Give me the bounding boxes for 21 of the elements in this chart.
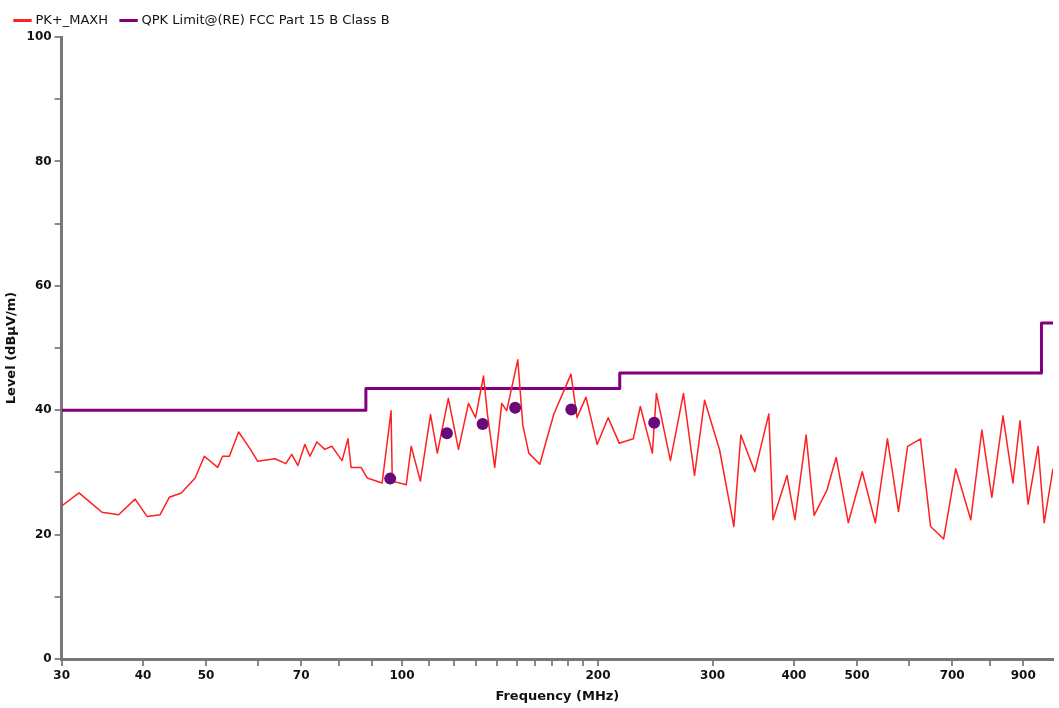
y-tick-label: 80 bbox=[34, 153, 52, 168]
y-tick-label: 0 bbox=[43, 651, 52, 666]
y-axis-title: Level (dBµV/m) bbox=[3, 291, 19, 405]
y-tick-label: 20 bbox=[34, 526, 52, 541]
y-tick-label: 100 bbox=[26, 29, 52, 44]
x-tick-label: 30 bbox=[53, 668, 70, 683]
x-tick-label: 900 bbox=[1010, 668, 1036, 683]
x-axis-title: Frequency (MHz) bbox=[495, 687, 620, 703]
y-tick-label: 60 bbox=[34, 277, 52, 292]
x-tick-label: 200 bbox=[585, 668, 611, 683]
legend-label: PK+_MAXH bbox=[35, 11, 109, 27]
x-tick-label: 300 bbox=[700, 668, 726, 683]
x-tick-label: 100 bbox=[389, 668, 415, 683]
x-tick-label: 70 bbox=[292, 668, 310, 683]
x-tick-label: 500 bbox=[844, 668, 870, 683]
x-tick-label: 50 bbox=[197, 668, 215, 683]
x-tick-label: 40 bbox=[134, 668, 152, 683]
x-tick-label: 700 bbox=[939, 668, 965, 683]
x-tick-label: 400 bbox=[781, 668, 807, 683]
y-tick-label: 40 bbox=[34, 402, 52, 417]
legend-label: QPK Limit@(RE) FCC Part 15 B Class B bbox=[141, 11, 390, 27]
